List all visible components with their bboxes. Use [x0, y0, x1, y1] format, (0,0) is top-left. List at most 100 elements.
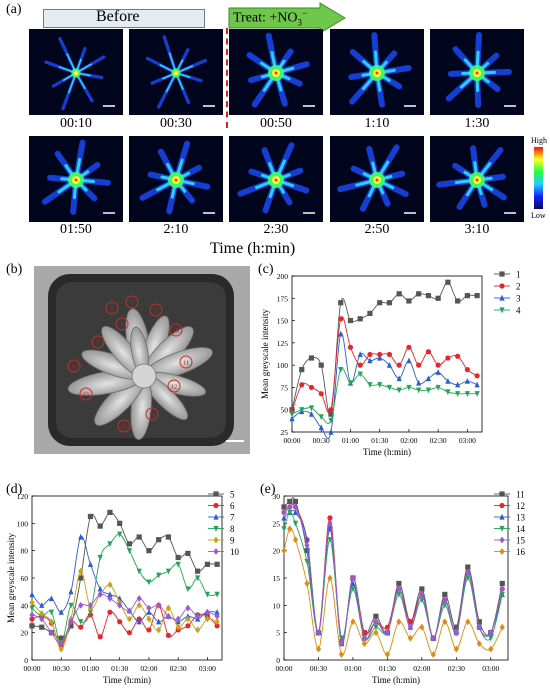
data-point [146, 580, 151, 586]
data-point [309, 355, 314, 360]
time-label: 3:10 [430, 222, 524, 238]
y-tick-label: 5 [276, 629, 280, 638]
data-point [397, 388, 402, 394]
y-tick-label: 150 [277, 317, 289, 326]
data-point [293, 521, 298, 527]
data-point [373, 614, 378, 619]
y-tick-label: 200 [277, 272, 289, 281]
legend-item: 5 [208, 490, 235, 500]
data-point [205, 592, 210, 598]
data-point [293, 499, 298, 504]
data-point [146, 627, 151, 632]
data-point [465, 378, 470, 384]
legend-item: 14 [494, 524, 526, 534]
data-point [287, 499, 292, 504]
time-label: 1:10 [330, 116, 424, 132]
data-point [445, 378, 450, 384]
leaf-number: 13 [149, 412, 156, 419]
data-point [406, 357, 411, 363]
x-tick-label: 00:00 [23, 664, 40, 673]
data-point [176, 555, 181, 560]
data-point [465, 293, 470, 298]
y-axis-label: Mean greyscale intensity [6, 533, 16, 623]
data-point [358, 351, 363, 357]
panel-b-label: (b) [6, 262, 22, 278]
colorbar-high-label: High [531, 136, 547, 145]
heatmap-tile [129, 29, 223, 115]
data-point [213, 491, 218, 496]
data-point [49, 610, 54, 616]
data-point [367, 352, 372, 357]
x-tick-label: 01:00 [82, 664, 99, 673]
x-tick-label: 00:00 [275, 664, 292, 673]
data-point [127, 616, 132, 623]
data-point [419, 586, 424, 591]
legend-item: 4 [494, 306, 521, 316]
data-point [107, 510, 112, 515]
heatmap-tile [29, 136, 123, 222]
data-point [281, 526, 286, 532]
data-point [348, 345, 353, 350]
x-tick-label: 03:00 [199, 664, 216, 673]
legend-item: 3 [494, 294, 521, 304]
data-point [499, 503, 504, 508]
time-label: 00:50 [229, 116, 323, 132]
data-point [455, 354, 460, 359]
data-point [293, 536, 298, 543]
legend-item: 16 [494, 547, 526, 557]
data-point [127, 541, 132, 546]
treatment-start-line [226, 28, 228, 128]
heatmap-tile [229, 136, 323, 222]
data-point [215, 562, 220, 567]
legend-item: 6 [208, 501, 235, 511]
data-point [213, 537, 218, 544]
data-point [88, 514, 93, 519]
data-point [465, 564, 470, 569]
data-point [137, 602, 142, 609]
plot-frame [32, 496, 222, 660]
y-tick-label: 120 [17, 492, 29, 501]
data-point [445, 355, 450, 360]
x-tick-label: 02:00 [140, 664, 157, 673]
legend-item: 1 [494, 270, 521, 280]
data-point [377, 300, 382, 305]
leaf-number: 11 [183, 360, 189, 367]
data-point [29, 591, 34, 597]
leaf-number: 15 [83, 392, 90, 399]
data-point [387, 300, 392, 305]
x-tick-label: 01:30 [371, 436, 388, 445]
leaf-number: 9 [154, 308, 157, 315]
data-point [156, 537, 161, 542]
x-axis-label: Time (h:min) [372, 675, 420, 685]
leaf-number: 8 [130, 300, 133, 307]
legend-item: 2 [494, 282, 521, 292]
data-point [338, 300, 343, 305]
data-point [281, 504, 286, 509]
heatmap-tile [29, 29, 123, 115]
data-point [78, 625, 83, 630]
y-tick-label: 60 [21, 574, 29, 583]
data-point [426, 293, 431, 298]
legend-item: 15 [494, 536, 526, 546]
data-point [445, 280, 450, 285]
panel-a-xlabel: Time (h:min) [210, 240, 295, 258]
legend-label: 10 [230, 547, 240, 557]
x-tick-label: 03:00 [482, 664, 499, 673]
legend-item: 12 [494, 501, 525, 511]
data-point [416, 291, 421, 296]
data-point [488, 636, 493, 642]
y-tick-label: 20 [273, 547, 281, 556]
data-point [426, 375, 431, 381]
data-point [166, 569, 171, 575]
data-point [205, 562, 210, 567]
data-point [499, 283, 504, 288]
data-point [327, 575, 332, 582]
data-point [309, 405, 314, 411]
data-point [49, 595, 54, 601]
data-point [195, 569, 200, 574]
data-point [98, 634, 103, 639]
colorbar-low-label: Low [531, 211, 546, 220]
